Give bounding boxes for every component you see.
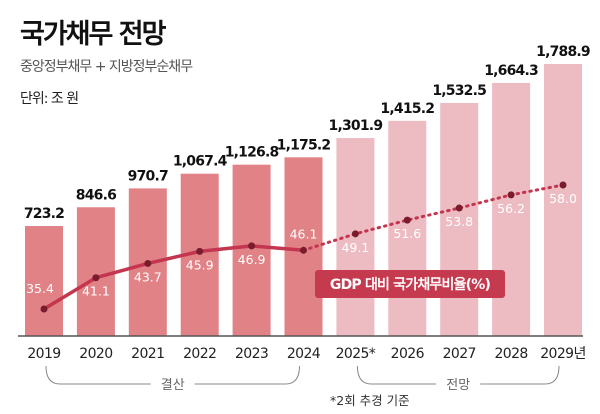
x-tick-label: 2021 bbox=[131, 346, 164, 362]
ratio-label: 41.1 bbox=[82, 284, 110, 299]
chart-title: 국가채무 전망 bbox=[20, 19, 166, 50]
legend-box bbox=[315, 270, 505, 298]
x-tick-label: 2019 bbox=[27, 346, 60, 362]
x-tick-label: 2029년 bbox=[540, 346, 586, 362]
bar-2023 bbox=[232, 164, 271, 336]
value-label: 1,664.3 bbox=[484, 63, 538, 79]
value-label: 1,415.2 bbox=[380, 101, 434, 117]
unit-label: 단위: 조 원 bbox=[20, 91, 79, 107]
group-label: 결산 bbox=[161, 378, 185, 393]
ratio-line-actual bbox=[43, 244, 304, 311]
ratio-label: 46.9 bbox=[238, 252, 266, 267]
ratio-point bbox=[507, 191, 515, 199]
ratio-label: 49.1 bbox=[341, 240, 369, 255]
value-label: 970.7 bbox=[128, 168, 168, 184]
ratio-label: 46.1 bbox=[290, 226, 318, 241]
ratio-label: 45.9 bbox=[186, 257, 214, 272]
chart-subtitle: 중앙정부채무 + 지방정부순채무 bbox=[20, 59, 193, 75]
legend-label: GDP 대비 국가채무비율(%) bbox=[330, 276, 491, 293]
ratio-label: 56.2 bbox=[497, 201, 525, 216]
ratio-point bbox=[248, 242, 256, 250]
value-label: 1,301.9 bbox=[329, 118, 383, 134]
value-label: 1,788.9 bbox=[536, 44, 590, 60]
ratio-point bbox=[144, 259, 152, 267]
bar-2029년 bbox=[544, 64, 582, 336]
ratio-label: 35.4 bbox=[26, 281, 54, 296]
ratio-point bbox=[455, 204, 463, 212]
value-label: 1,067.4 bbox=[173, 154, 228, 170]
group-bracket bbox=[45, 365, 300, 385]
value-label: 1,175.2 bbox=[277, 137, 331, 153]
ratio-point bbox=[300, 246, 307, 254]
bar-2019 bbox=[25, 226, 63, 336]
group-label: 전망 bbox=[446, 378, 470, 393]
ratio-line-forecast bbox=[302, 183, 565, 252]
bar-2020 bbox=[76, 207, 115, 336]
ratio-point bbox=[403, 216, 411, 224]
x-tick-label: 2025* bbox=[336, 346, 376, 362]
x-tick-label: 2024 bbox=[287, 346, 321, 362]
ratio-label: 43.7 bbox=[134, 269, 162, 284]
ratio-label: 53.8 bbox=[445, 214, 473, 229]
x-tick-label: 2026 bbox=[391, 346, 425, 362]
x-tick-label: 2022 bbox=[183, 346, 216, 362]
value-label: 723.2 bbox=[24, 206, 64, 222]
ratio-label: 58.0 bbox=[549, 191, 577, 206]
x-tick-label: 2020 bbox=[79, 346, 112, 362]
x-tick-label: 2028 bbox=[494, 346, 527, 362]
ratio-point bbox=[92, 274, 100, 282]
x-tick-label: 2027 bbox=[443, 346, 476, 362]
ratio-point bbox=[196, 247, 204, 255]
footnote: *2회 추경 기준 bbox=[330, 393, 410, 408]
ratio-label: 51.6 bbox=[393, 226, 421, 241]
value-label: 1,532.5 bbox=[432, 83, 486, 99]
ratio-point bbox=[559, 181, 567, 189]
ratio-point bbox=[40, 305, 48, 313]
value-label: 846.6 bbox=[76, 187, 116, 203]
bar-2026 bbox=[388, 120, 427, 336]
x-tick-label: 2023 bbox=[235, 346, 268, 362]
ratio-point bbox=[351, 230, 359, 238]
value-label: 1,126.8 bbox=[225, 145, 279, 161]
group-bracket bbox=[356, 365, 560, 385]
